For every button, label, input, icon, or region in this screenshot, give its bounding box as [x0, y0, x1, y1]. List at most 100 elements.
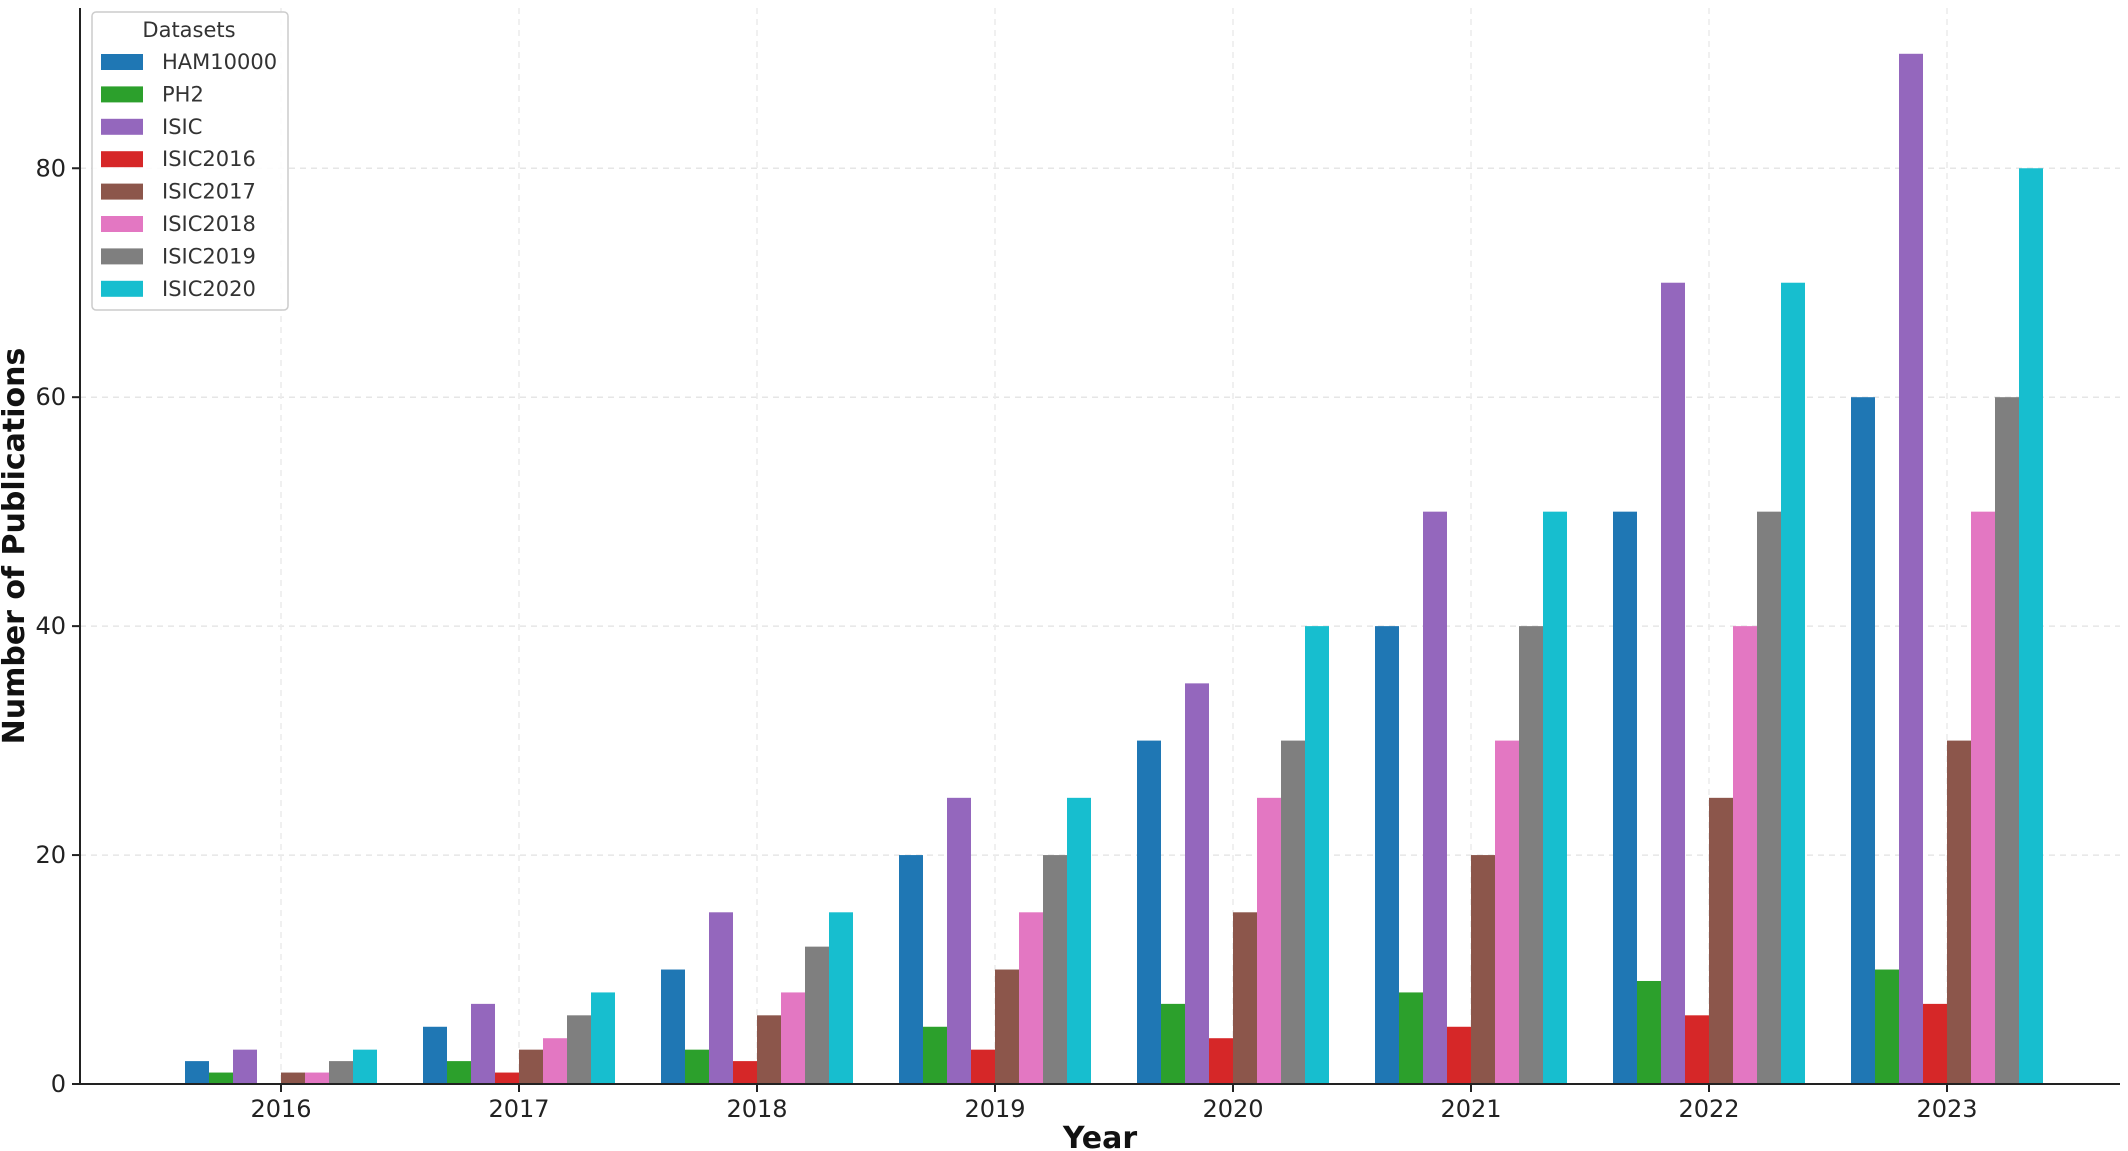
bar-isic2019-2019	[1043, 855, 1067, 1084]
legend-swatch-isic2016	[101, 151, 143, 168]
y-axis-title: Number of Publications	[0, 348, 32, 745]
legend-label-isic2018: ISIC2018	[162, 212, 256, 236]
bar-isic2017-2019	[995, 969, 1019, 1084]
bar-isic2019-2022	[1757, 511, 1781, 1085]
bar-isic2016-2018	[733, 1061, 757, 1084]
bar-isic2020-2019	[1067, 797, 1091, 1084]
bar-isic2020-2020	[1305, 626, 1329, 1084]
bar-isic2020-2016	[353, 1049, 377, 1084]
legend-swatch-isic2018	[101, 216, 143, 232]
legend-label-ph2: PH2	[162, 82, 204, 106]
legend-items: HAM10000 PH2 ISIC ISIC2016 ISIC2017 ISIC2018 I…	[101, 50, 277, 301]
bar-ham10000-2020	[1137, 740, 1161, 1084]
bar-isic2020-2017	[591, 992, 615, 1084]
bar-ph2-2023	[1875, 969, 1899, 1084]
legend-label-isic2020: ISIC2020	[162, 277, 256, 301]
x-tick-label: 2022	[1678, 1095, 1739, 1123]
bar-ph2-2017	[447, 1061, 471, 1084]
bar-isic2018-2017	[543, 1038, 567, 1084]
bar-isic2018-2016	[305, 1072, 329, 1084]
x-tick-label: 2016	[250, 1095, 311, 1123]
bar-isic2017-2021	[1471, 855, 1495, 1084]
bar-isic2019-2023	[1995, 397, 2019, 1084]
x-tick-label: 2018	[726, 1095, 787, 1123]
bar-isic2019-2021	[1519, 626, 1543, 1084]
bar-isic2018-2018	[781, 992, 805, 1084]
axes	[79, 8, 2120, 1085]
bar-isic2019-2017	[567, 1015, 591, 1084]
bar-ham10000-2023	[1851, 397, 1875, 1084]
bar-ham10000-2019	[899, 855, 923, 1084]
x-tick-label: 2017	[488, 1095, 549, 1123]
bar-ph2-2020	[1161, 1003, 1185, 1084]
legend-swatch-isic	[101, 118, 143, 135]
bar-ham10000-2016	[185, 1061, 209, 1084]
bar-isic2017-2018	[757, 1015, 781, 1084]
bar-isic2017-2017	[519, 1049, 543, 1084]
grid-lines	[80, 8, 2120, 1084]
y-tick-label: 0	[51, 1070, 66, 1098]
bar-ham10000-2021	[1375, 626, 1399, 1084]
legend-swatch-isic2017	[101, 183, 143, 200]
bar-isic-2022	[1661, 282, 1685, 1085]
y-tick-label: 20	[35, 841, 66, 869]
legend-label-isic2017: ISIC2017	[162, 180, 256, 204]
bar-isic2017-2023	[1947, 740, 1971, 1084]
bar-isic2017-2022	[1709, 797, 1733, 1084]
bar-ph2-2022	[1637, 980, 1661, 1084]
x-tick-labels: 2016 2017 2018 2019 2020 2021 2022 2023	[250, 1084, 1978, 1123]
y-tick-label: 40	[35, 612, 66, 640]
bar-isic2016-2020	[1209, 1038, 1233, 1084]
bar-isic2018-2019	[1019, 912, 1043, 1084]
bar-isic2020-2022	[1781, 282, 1805, 1085]
bar-ph2-2019	[923, 1026, 947, 1084]
bar-isic-2019	[947, 797, 971, 1084]
y-tick-label: 80	[35, 154, 66, 182]
legend-label-isic2019: ISIC2019	[162, 244, 256, 268]
legend-label-ham10000: HAM10000	[162, 50, 277, 74]
x-tick-label: 2023	[1916, 1095, 1977, 1123]
bar-isic-2018	[709, 912, 733, 1084]
bar-isic2017-2020	[1233, 912, 1257, 1084]
legend-swatch-isic2019	[101, 248, 143, 265]
y-tick-labels: 0 20 40 60 80	[35, 154, 80, 1098]
bar-isic-2017	[471, 1003, 495, 1084]
bar-isic2019-2020	[1281, 740, 1305, 1084]
bar-isic2016-2019	[971, 1049, 995, 1084]
bar-ham10000-2022	[1613, 511, 1637, 1085]
bar-isic2020-2023	[2019, 168, 2043, 1085]
legend-swatch-ph2	[101, 86, 143, 103]
bar-ph2-2018	[685, 1049, 709, 1084]
bar-isic2020-2021	[1543, 511, 1567, 1085]
bar-isic2020-2018	[829, 912, 853, 1084]
bar-isic2016-2021	[1447, 1026, 1471, 1084]
y-tick-label: 60	[35, 383, 66, 411]
bar-isic-2020	[1185, 683, 1209, 1084]
bar-isic2018-2021	[1495, 740, 1519, 1084]
x-tick-label: 2021	[1440, 1095, 1501, 1123]
bar-isic-2016	[233, 1049, 257, 1084]
legend-swatch-ham10000	[101, 54, 143, 70]
bar-isic2019-2018	[805, 946, 829, 1084]
bar-isic2016-2023	[1923, 1003, 1947, 1084]
bar-isic-2023	[1899, 53, 1923, 1085]
bar-ham10000-2017	[423, 1026, 447, 1084]
legend-swatch-isic2020	[101, 280, 143, 297]
legend-label-isic: ISIC	[162, 115, 202, 139]
bars	[185, 53, 2043, 1085]
bar-ph2-2016	[209, 1072, 233, 1084]
bar-isic2016-2022	[1685, 1015, 1709, 1084]
legend-title: Datasets	[142, 18, 235, 42]
bar-isic-2021	[1423, 511, 1447, 1085]
legend: Datasets HAM10000 PH2 ISIC ISIC2016 ISIC2017…	[91, 11, 289, 311]
bar-isic2018-2020	[1257, 797, 1281, 1084]
bar-isic2016-2017	[495, 1072, 519, 1084]
bar-ham10000-2018	[661, 969, 685, 1084]
x-axis-title: Year	[1062, 1121, 1138, 1151]
bar-isic2018-2022	[1733, 626, 1757, 1084]
bar-isic2018-2023	[1971, 511, 1995, 1085]
x-tick-label: 2020	[1202, 1095, 1263, 1123]
bar-isic2019-2016	[329, 1061, 353, 1084]
legend-label-isic2016: ISIC2016	[162, 147, 256, 171]
